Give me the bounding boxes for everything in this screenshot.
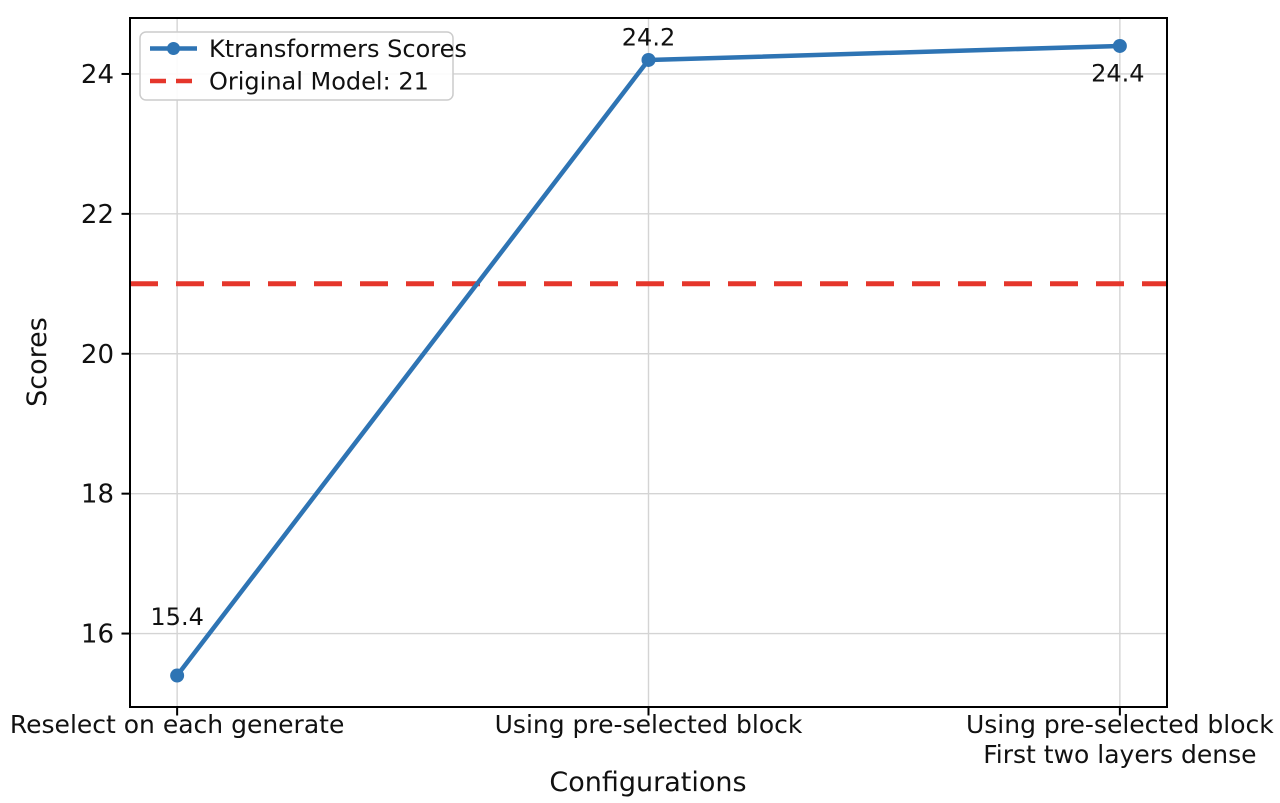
y-tick-label: 18 <box>81 480 114 510</box>
y-axis-title: Scores <box>22 317 53 407</box>
x-axis-title: Configurations <box>549 767 746 798</box>
point-value-label: 24.4 <box>1091 59 1144 87</box>
x-category-label: Using pre-selected block <box>495 710 803 739</box>
data-point-marker <box>1112 38 1127 53</box>
x-category-label: Reselect on each generate <box>10 710 344 739</box>
point-value-label: 24.2 <box>622 23 675 51</box>
plot-area: 15.4 24.2 24.4 16 18 20 22 24 Reselect on each g… <box>10 17 1274 769</box>
x-category-label: Using pre-selected block First two layers… <box>966 710 1274 769</box>
y-tick-label: 16 <box>81 620 114 650</box>
legend-series-label: Ktransformers Scores <box>209 35 467 63</box>
y-tick-label: 22 <box>81 200 114 230</box>
y-tick-label: 24 <box>81 60 114 90</box>
y-tick-label: 20 <box>81 340 114 370</box>
legend-series-marker-icon <box>167 42 180 55</box>
legend-reference-label: Original Model: 21 <box>209 68 429 96</box>
point-value-label: 15.4 <box>150 603 203 631</box>
data-point-marker <box>170 668 185 683</box>
legend-box <box>139 31 454 101</box>
legend: Ktransformers Scores Original Model: 21 <box>139 31 467 101</box>
data-point-marker <box>641 52 656 67</box>
